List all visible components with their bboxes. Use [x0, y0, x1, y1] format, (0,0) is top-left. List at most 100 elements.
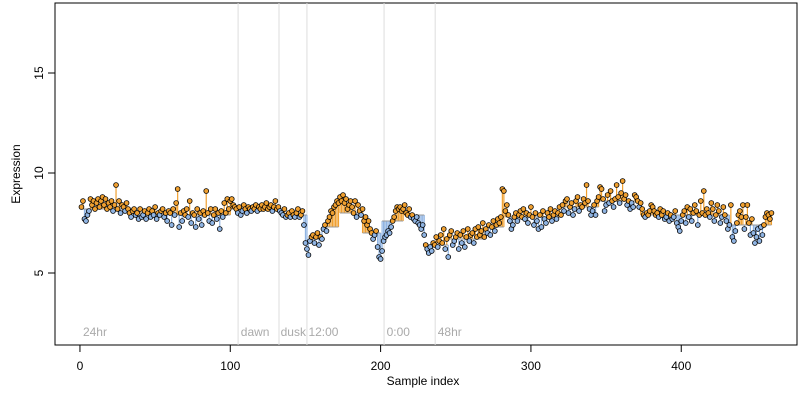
point [433, 234, 440, 240]
point [225, 206, 232, 212]
point [359, 206, 366, 212]
point [352, 198, 358, 204]
point [525, 220, 531, 226]
point [691, 202, 698, 208]
point [440, 226, 447, 232]
point [134, 210, 140, 216]
point [272, 198, 279, 204]
point [750, 230, 757, 236]
point [379, 248, 385, 254]
point [349, 204, 355, 210]
point [358, 212, 364, 218]
point [749, 216, 755, 222]
point [547, 206, 554, 212]
point [326, 214, 333, 220]
point [619, 178, 626, 184]
point [83, 218, 89, 224]
point [457, 232, 464, 238]
point [170, 206, 176, 212]
point [219, 214, 226, 220]
point [622, 192, 629, 198]
point [458, 240, 465, 246]
point [419, 222, 426, 228]
point [682, 220, 689, 226]
point [528, 204, 534, 210]
point [574, 194, 581, 200]
point [304, 246, 310, 252]
point [406, 206, 412, 212]
point [711, 218, 718, 224]
point [212, 206, 219, 212]
point [221, 200, 228, 206]
point [700, 188, 707, 194]
point [150, 212, 157, 218]
point [80, 198, 86, 204]
x-tick-label: 100 [220, 359, 240, 373]
point [737, 208, 743, 214]
point [469, 230, 476, 236]
point [595, 194, 602, 200]
point [565, 210, 572, 216]
point [607, 188, 614, 194]
point [571, 206, 578, 212]
point [475, 224, 482, 230]
time-label: 48hr [438, 325, 462, 339]
time-label: 0:00 [387, 325, 411, 339]
point [543, 220, 549, 226]
point [173, 200, 179, 206]
point [299, 208, 306, 214]
point [761, 222, 767, 228]
point [734, 220, 740, 226]
point [717, 220, 724, 226]
point [374, 244, 381, 250]
point [618, 190, 624, 196]
point [481, 234, 488, 240]
point [188, 220, 194, 226]
y-tick-label: 5 [32, 269, 46, 276]
point [159, 206, 166, 212]
point [322, 222, 328, 228]
point [114, 206, 121, 212]
point [490, 218, 497, 224]
point [421, 232, 427, 238]
point [510, 222, 516, 228]
point [743, 214, 749, 220]
point [466, 238, 473, 244]
point [143, 216, 149, 222]
point [678, 218, 685, 224]
point [504, 202, 510, 208]
point [191, 212, 198, 218]
point [681, 208, 688, 214]
point [216, 226, 223, 232]
point [386, 230, 393, 236]
point [108, 198, 115, 204]
point [244, 210, 250, 216]
point [123, 200, 130, 206]
point [708, 200, 715, 206]
point [585, 198, 591, 204]
point [198, 222, 205, 228]
point [538, 224, 545, 230]
point [203, 188, 210, 194]
point [377, 256, 384, 262]
point [693, 208, 700, 214]
point [598, 186, 605, 192]
point [731, 238, 737, 244]
point [502, 208, 509, 214]
point [413, 214, 420, 220]
point [323, 228, 330, 234]
y-tick-label: 15 [32, 66, 46, 80]
point [471, 240, 477, 246]
point [722, 212, 728, 218]
point [583, 182, 590, 188]
point [316, 242, 322, 248]
point [630, 204, 636, 210]
point [107, 204, 113, 210]
point [732, 228, 739, 234]
point [752, 240, 758, 246]
point [186, 198, 193, 204]
point [281, 206, 288, 212]
plot-frame [54, 2, 798, 346]
point [616, 200, 623, 206]
point [514, 218, 521, 224]
